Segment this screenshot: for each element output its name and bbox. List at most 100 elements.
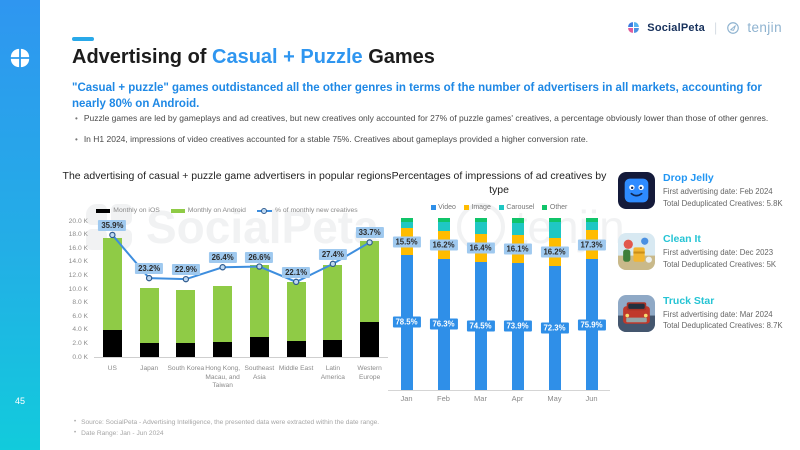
x-axis-label: US — [107, 365, 117, 372]
ios-bar-segment — [213, 342, 233, 357]
ios-bar-segment — [323, 340, 343, 357]
line-value-label: 22.9% — [171, 264, 200, 276]
regions-chart-legend: Monthly on iOS Monthly on Android % of mon… — [62, 207, 392, 214]
y-tick-label: 18.0 K — [68, 231, 88, 239]
socialpeta-white-logo-icon — [9, 47, 31, 69]
title-suffix: Games — [362, 46, 435, 68]
regions-x-axis: US Japan South Korea Hong Kong, Macau, and … — [94, 361, 388, 417]
android-bar-segment — [360, 241, 380, 322]
y-tick-label: 14.0 K — [68, 258, 88, 266]
brand-bar: SocialPeta | tenjin — [627, 20, 782, 35]
app-creatives-count: Total Deduplicated Creatives: 5.8K — [663, 198, 783, 208]
line-point — [366, 239, 373, 246]
footnote: • Date Range: Jan - Jun 2024 — [74, 429, 379, 440]
y-tick-label: 8.0 K — [72, 299, 88, 307]
app-creatives-count: Total Deduplicated Creatives: 8.7K — [663, 321, 783, 331]
legend-item: Carousel — [498, 204, 535, 211]
line-point — [256, 263, 263, 270]
creatives-chart-legend: Video Image Carousel Other — [384, 204, 614, 211]
line-point — [292, 278, 300, 286]
android-bar-segment — [213, 285, 233, 343]
creatives-x-axis: Jan Feb Mar Apr May Jun — [388, 394, 610, 406]
legend-bar-swatch — [96, 208, 111, 213]
legend-label: Video — [438, 204, 456, 211]
page-number: 45 — [14, 396, 25, 406]
app-first-ad-date: First advertising date: Mar 2024 — [663, 309, 773, 319]
image-value-label: 16.4% — [466, 242, 495, 254]
creatives-chart: Percentages of impressions of ad creativ… — [384, 168, 614, 420]
image-value-label: 17.3% — [577, 239, 606, 251]
app-creatives-count: Total Deduplicated Creatives: 5K — [663, 260, 777, 270]
legend-square-swatch — [542, 205, 548, 210]
app-first-ad-date: First advertising date: Dec 2023 — [663, 248, 774, 258]
video-value-label: 78.5% — [392, 316, 421, 328]
y-tick-label: 6.0 K — [72, 312, 88, 320]
legend-label: Monthly on Android — [187, 207, 246, 214]
sidebar: 45 — [0, 0, 40, 450]
line-point — [145, 274, 153, 282]
creatives-plot: 78.5% 15.5% 76.3% 16.2% 74.5% 16.4% 73.9% 16.1%… — [388, 217, 610, 391]
image-value-label: 16.2% — [429, 239, 458, 251]
tenjin-wordmark: tenjin — [747, 20, 782, 35]
x-axis-label: Middle East — [278, 365, 314, 372]
y-tick-label: 0.0 K — [72, 353, 88, 361]
x-axis-label: Apr — [511, 394, 524, 403]
title-prefix: Advertising of — [72, 46, 213, 68]
image-value-label: 15.5% — [392, 236, 421, 248]
bullet-text: Puzzle games are led by gameplays and ad… — [83, 113, 769, 123]
video-value-label: 75.9% — [577, 319, 606, 331]
bullet-dot: • — [75, 135, 78, 144]
line-point — [329, 260, 337, 268]
app-card-drop-jelly: Drop Jelly First advertising date: Feb 2… — [618, 172, 798, 209]
carousel-bar-segment — [548, 221, 561, 238]
legend-label: Carousel — [506, 204, 535, 211]
x-axis-label: South Korea — [167, 365, 205, 372]
video-value-label: 72.3% — [540, 322, 569, 334]
title-accent-dash — [72, 37, 94, 41]
image-value-label: 16.1% — [503, 243, 532, 255]
line-point — [182, 275, 190, 283]
other-bar-segment — [400, 218, 413, 223]
x-axis-label: Southeast Asia — [244, 365, 275, 381]
bullet-item: • Puzzle games are led by gameplays and … — [75, 113, 777, 125]
x-axis-label: Jan — [400, 394, 413, 403]
socialpeta-logo-icon — [628, 22, 640, 33]
y-tick-label: 16.0 K — [68, 244, 88, 252]
footnote-text: Date Range: Jan - Jun 2024 — [81, 429, 164, 437]
new-creatives-line — [109, 231, 373, 286]
video-value-label: 73.9% — [503, 320, 532, 332]
android-bar-segment — [102, 238, 122, 330]
x-axis-label: Western Europe — [357, 365, 382, 381]
app-title: Truck Star — [663, 294, 715, 307]
android-bar-segment — [139, 288, 159, 344]
truck-star-app-icon — [618, 294, 655, 332]
footnote: • Source: SocialPeta - Advertising Intel… — [74, 418, 379, 429]
page-title: Advertising of Casual + Puzzle Games — [72, 46, 435, 69]
other-bar-segment — [437, 218, 450, 223]
carousel-bar-segment — [474, 222, 487, 234]
x-axis-label: May — [547, 394, 562, 403]
drop-jelly-app-icon — [618, 172, 655, 209]
legend-item: Monthly on Android — [170, 207, 246, 214]
ios-bar-segment — [102, 329, 122, 357]
line-value-label: 35.9% — [98, 219, 127, 231]
ios-bar-segment — [139, 343, 159, 357]
video-value-label: 76.3% — [429, 318, 458, 330]
other-bar-segment — [548, 217, 561, 222]
legend-square-swatch — [430, 205, 436, 210]
legend-item: Video — [430, 204, 456, 211]
line-value-label: 22.1% — [282, 266, 311, 278]
y-tick-label: 12.0 K — [68, 271, 88, 279]
footnotes: • Source: SocialPeta - Advertising Intel… — [74, 418, 379, 439]
line-value-label: 23.2% — [135, 263, 164, 275]
bullet-item: • In H1 2024, impressions of video creat… — [75, 134, 777, 146]
image-value-label: 16.2% — [540, 246, 569, 258]
legend-label: Image — [471, 204, 491, 211]
app-title: Clean It — [663, 233, 701, 246]
carousel-bar-segment — [400, 222, 413, 229]
legend-line-swatch — [256, 207, 272, 214]
legend-label: % of monthly new creatives — [274, 207, 358, 214]
bullet-list: • Puzzle games are led by gameplays and … — [75, 113, 777, 155]
line-value-label: 33.7% — [355, 227, 384, 239]
